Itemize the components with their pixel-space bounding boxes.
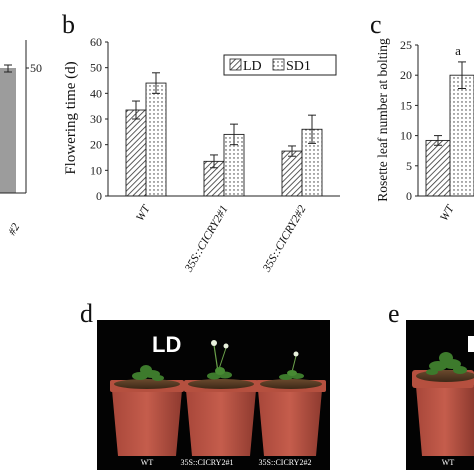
panel-b-y-tick-label: 0 bbox=[96, 189, 102, 203]
panel-b-y-tick-label: 20 bbox=[90, 138, 102, 152]
panel-d-letter: d bbox=[80, 299, 93, 328]
panel-d-photo: d LD bbox=[80, 299, 330, 470]
panel-c-letter: c bbox=[370, 10, 382, 39]
panel-b-bar-sd1 bbox=[145, 82, 167, 197]
panel-c-y-tick-label: 0 bbox=[406, 189, 412, 203]
plant-line2 bbox=[279, 351, 304, 380]
panel-b-category-label: WT bbox=[134, 202, 153, 223]
panel-c-y-axis-label: Rosette leaf number at bolting bbox=[375, 38, 390, 202]
panel-d-caption-line1: 35S::CICRY2#1 bbox=[181, 458, 234, 467]
plant-e-wt bbox=[426, 352, 467, 375]
panel-c-chart: c Rosette leaf number at bolting 0 5 10 15 2… bbox=[370, 10, 474, 223]
panel-c-y-tick-label: 20 bbox=[400, 68, 412, 82]
panel-a-category-label: #2 bbox=[6, 221, 22, 237]
panel-b-letter: b bbox=[62, 10, 75, 39]
panel-c-y-tick-label: 15 bbox=[400, 98, 412, 112]
panel-c-bars bbox=[425, 61, 474, 197]
panel-b-y-tick-label: 60 bbox=[90, 35, 102, 49]
legend-ld-label: LD bbox=[243, 59, 262, 74]
panel-a-chart: 50 #2 bbox=[0, 40, 42, 238]
legend-sd-label: SD1 bbox=[286, 59, 311, 74]
panel-b-y-tick-label: 30 bbox=[90, 112, 102, 126]
panel-c-bar-ld bbox=[425, 139, 451, 197]
panel-c-category-label: WT bbox=[438, 202, 457, 223]
panel-b-bars bbox=[125, 72, 323, 197]
panel-b-category-label: 35S::CICRY2#1 bbox=[182, 204, 230, 275]
panel-c-y-tick-label: 5 bbox=[406, 159, 412, 173]
panel-c-significance-label: a bbox=[455, 43, 461, 58]
panel-b-category-label: 35S::CICRY2#2 bbox=[260, 203, 308, 275]
panel-e-photo: e WT bbox=[388, 299, 474, 470]
panel-b-legend: LD SD1 bbox=[223, 54, 337, 76]
panel-b-y-tick-label: 40 bbox=[90, 86, 102, 100]
pot-e-wt bbox=[412, 370, 474, 456]
pot-wt bbox=[110, 379, 184, 456]
panel-e-title-fragment bbox=[468, 336, 474, 352]
legend-ld-swatch bbox=[229, 58, 242, 71]
panel-c-y-tick-label: 25 bbox=[400, 38, 412, 52]
panel-b-y-ticks: 0 10 20 30 40 50 60 bbox=[90, 35, 108, 203]
panel-c-y-ticks: 0 5 10 15 20 25 bbox=[400, 38, 418, 203]
panel-d-title: LD bbox=[152, 332, 181, 357]
plant-wt bbox=[132, 365, 164, 381]
panel-e-caption-wt: WT bbox=[442, 458, 455, 467]
pot-line2 bbox=[256, 379, 326, 456]
panel-b-y-tick-label: 10 bbox=[90, 163, 102, 177]
legend-sd-swatch bbox=[272, 58, 285, 71]
panel-b-chart: b Flowering time (d) 0 10 20 30 40 50 60 WT 35S… bbox=[62, 10, 340, 275]
plant-line1 bbox=[207, 340, 232, 380]
panel-b-bar-ld bbox=[125, 109, 147, 197]
panel-e-letter: e bbox=[388, 299, 400, 328]
panel-c-category-labels: WT bbox=[438, 202, 457, 223]
panel-d-caption-line2: 35S::CICRY2#2 bbox=[259, 458, 312, 467]
panel-b-bar-ld bbox=[281, 150, 303, 197]
pot-line1 bbox=[184, 379, 258, 456]
panel-c-y-tick-label: 10 bbox=[400, 129, 412, 143]
panel-b-y-tick-label: 50 bbox=[90, 61, 102, 75]
panel-d-caption-wt: WT bbox=[141, 458, 154, 467]
panel-a-tick-label: 50 bbox=[30, 61, 42, 75]
panel-b-category-labels: WT 35S::CICRY2#1 35S::CICRY2#2 bbox=[134, 202, 309, 275]
panel-b-y-axis-label: Flowering time (d) bbox=[63, 61, 79, 174]
panel-a-bar bbox=[0, 68, 16, 193]
panel-c-bar-sd1 bbox=[449, 74, 474, 197]
